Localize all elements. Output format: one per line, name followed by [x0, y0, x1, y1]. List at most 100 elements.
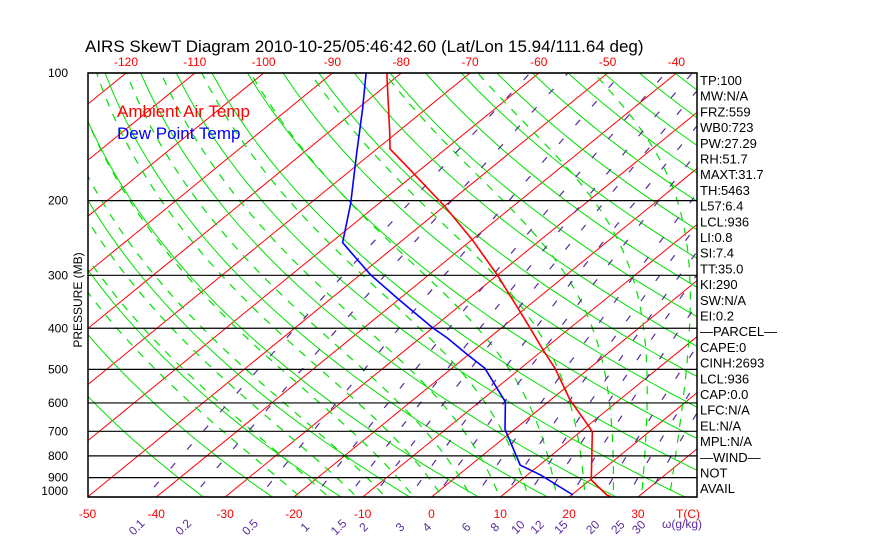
mixing-ratio-tick-label: 8 — [488, 520, 503, 535]
bottom-temp-tick-label: 0 — [428, 507, 435, 521]
pressure-tick-label: 100 — [48, 66, 68, 80]
mixing-ratio-tick-label: 20 — [583, 517, 603, 537]
dry-adiabat-line — [425, 73, 697, 288]
dry-adiabat-line — [88, 120, 480, 497]
dry-adiabat-line — [88, 333, 274, 497]
stat-item: —WIND— — [700, 450, 761, 465]
dry-adiabat-line — [88, 269, 342, 497]
stats-panel: TP:100MW:N/AFRZ:559WB0:723PW:27.29RH:51.… — [700, 73, 777, 496]
stat-item: L57:6.4 — [700, 199, 743, 214]
mixing-ratio-tick-label: 0.5 — [239, 516, 261, 538]
isotherm-line — [765, 64, 870, 506]
stat-item: —PARCEL— — [700, 324, 777, 339]
mixing-ratio-tick-label: 4 — [420, 520, 435, 535]
dry-adiabat-line — [282, 73, 697, 408]
mixing-ratio-axis-label: ω(g/kg) — [662, 517, 702, 531]
isotherm-line — [88, 73, 403, 330]
stat-item: KI:290 — [700, 277, 738, 292]
top-temp-tick-label: -40 — [668, 55, 686, 69]
stat-item: MAXT:31.7 — [700, 167, 764, 182]
dry-adiabat-line — [782, 73, 870, 506]
pressure-tick-label: 600 — [48, 396, 68, 410]
stat-item: FRZ:559 — [700, 104, 751, 119]
isotherm-line — [88, 73, 265, 217]
stat-item: LCL:936 — [700, 214, 749, 229]
mixing-ratio-line — [312, 73, 666, 497]
moist-adiabat-line — [383, 73, 615, 497]
dry-adiabat-line — [354, 73, 697, 347]
dry-adiabat-line — [318, 73, 697, 378]
top-temp-tick-label: -110 — [183, 55, 206, 69]
dry-adiabat-line — [88, 395, 205, 497]
moist-adiabat-line — [96, 73, 444, 497]
bottom-temp-tick-label: 20 — [562, 507, 576, 521]
top-temp-tick-label: -120 — [114, 55, 138, 69]
mixing-ratio-tick-label: 2 — [356, 520, 371, 535]
bottom-temp-tick-label: -20 — [285, 507, 303, 521]
top-temp-tick-label: -100 — [252, 55, 276, 69]
x-axis-label: T(C) — [676, 507, 700, 521]
moist-adiabat-line — [477, 73, 648, 497]
pressure-tick-label: 400 — [48, 321, 68, 335]
moist-adiabat-line — [593, 73, 691, 497]
bottom-temp-tick-label: 30 — [631, 507, 645, 521]
stat-item: PW:27.29 — [700, 136, 757, 151]
mixing-ratio-line — [625, 380, 697, 497]
mixing-ratio-line — [545, 273, 697, 497]
stat-item: MPL:N/A — [700, 434, 752, 449]
stat-item: AVAIL — [700, 481, 735, 496]
isotherm-line — [361, 223, 697, 497]
dry-adiabat-line — [211, 73, 697, 471]
bottom-temp-tick-label: 10 — [494, 507, 508, 521]
top-temp-tick-label: -70 — [461, 55, 479, 69]
stat-item: TT:35.0 — [700, 261, 743, 276]
pressure-tick-label: 1000 — [41, 484, 68, 498]
dry-adiabat-line — [389, 73, 697, 318]
axes: 0.1 0.2 0.5 1 1.5 2 3 4 6 8 10 12 15 20 25 301002003004… — [41, 55, 698, 538]
stat-item: CAPE:0 — [700, 340, 746, 355]
pressure-tick-label: 200 — [48, 194, 68, 208]
moist-adiabat-line — [88, 175, 387, 497]
stat-item: EL:N/A — [700, 418, 742, 433]
top-temp-tick-label: -50 — [599, 55, 617, 69]
stat-item: LCL:936 — [700, 371, 749, 386]
stat-item: EI:0.2 — [700, 309, 734, 324]
stat-item: LFC:N/A — [700, 403, 750, 418]
mixing-ratio-tick-label: 3 — [393, 520, 408, 535]
isotherm-line — [155, 73, 678, 497]
top-temp-tick-label: -90 — [324, 55, 342, 69]
top-temp-tick-label: -60 — [530, 55, 548, 69]
dry-adiabat-line — [460, 73, 697, 259]
dry-adiabat-line — [496, 73, 697, 231]
legend-dewpoint: Dew Point Temp — [117, 124, 240, 143]
bottom-temp-tick-label: -30 — [216, 507, 234, 521]
mixing-ratio-tick-label: 10 — [508, 517, 528, 537]
isotherm-line — [568, 392, 697, 497]
bottom-temp-tick-label: -50 — [79, 507, 97, 521]
mixing-ratio-line — [346, 73, 693, 497]
isotherm-line — [0, 64, 69, 506]
mixing-ratio-line — [408, 125, 697, 497]
stat-item: NOT — [700, 466, 728, 481]
mixing-ratio-line — [600, 345, 697, 497]
isotherm-line — [224, 111, 697, 497]
mixing-ratio-line — [569, 303, 697, 497]
isotherm-line — [499, 336, 697, 497]
dry-adiabat-line — [247, 73, 697, 439]
pressure-tick-label: 500 — [48, 362, 68, 376]
stat-item: SI:7.4 — [700, 246, 734, 261]
moist-adiabat-line — [250, 73, 558, 497]
isotherm-line — [88, 73, 196, 161]
stat-item: LI:0.8 — [700, 230, 733, 245]
mixing-ratio-tick-label: 25 — [608, 517, 628, 537]
moist-adiabat-line — [125, 73, 472, 497]
stat-item: CINH:2693 — [700, 356, 764, 371]
bottom-temp-tick-label: -40 — [148, 507, 166, 521]
dry-adiabat-line — [746, 73, 870, 506]
pressure-tick-label: 800 — [48, 449, 68, 463]
stat-item: CAP:0.0 — [700, 387, 748, 402]
y-axis-label: PRESSURE (MB) — [71, 252, 85, 347]
isotherm-line — [88, 73, 334, 273]
stat-item: WB0:723 — [700, 120, 753, 135]
mixing-ratio-tick-label: 0.2 — [173, 516, 195, 538]
